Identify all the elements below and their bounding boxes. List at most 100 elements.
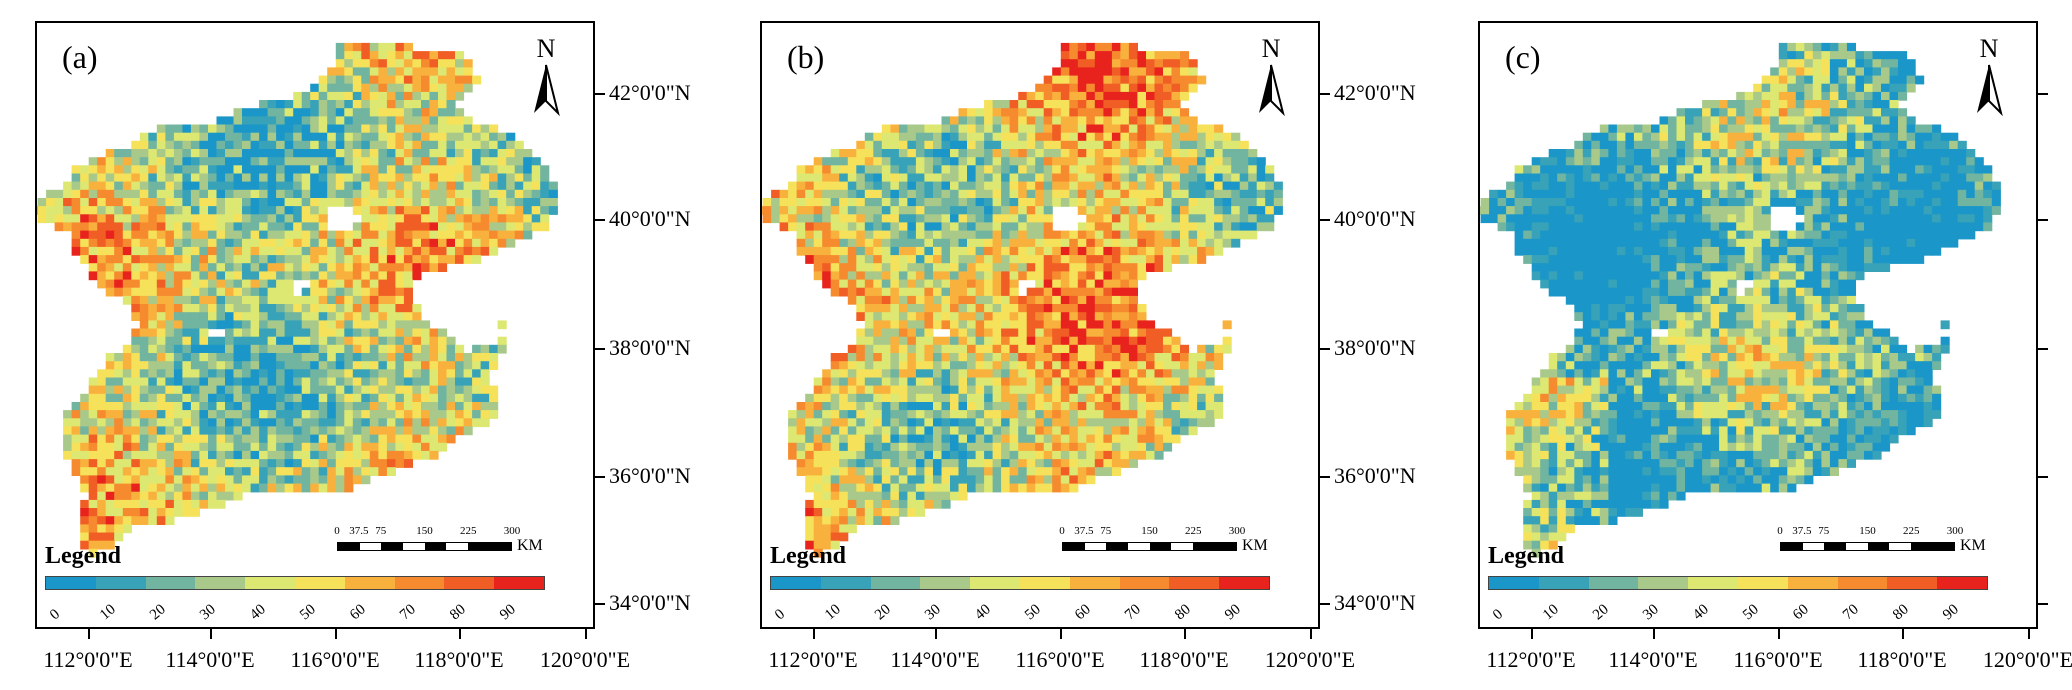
legend-label: 60 [347, 601, 369, 624]
lon-tick [1060, 627, 1062, 639]
scale-tick: 75 [375, 525, 387, 537]
scale-tick: 0 [334, 525, 340, 537]
legend-label: 0 [1490, 606, 1507, 624]
legend-labels: 0 10 20 30 40 50 60 70 80 90 [1488, 593, 1988, 623]
lon-label: 112°0'0"E [43, 647, 133, 672]
lon-label: 112°0'0"E [768, 647, 858, 672]
lon-tick [459, 627, 461, 639]
legend-swatch [820, 577, 871, 589]
lon-tick [585, 627, 587, 639]
scale-bar-graphic [1062, 542, 1237, 551]
legend-label: 20 [147, 601, 169, 624]
legend-swatch [1588, 577, 1639, 589]
legend-swatch [1937, 577, 1987, 589]
lon-label: 112°0'0"E [1486, 647, 1576, 672]
legend-swatch [1887, 577, 1938, 589]
legend-label: 80 [1890, 601, 1912, 624]
legend-title: Legend [45, 543, 122, 569]
lon-tick [813, 627, 815, 639]
legend-swatch [444, 577, 495, 589]
lat-tick [1320, 348, 1330, 350]
legend-swatch [920, 577, 971, 589]
legend-swatch [1638, 577, 1689, 589]
scale-tick: 300 [1228, 525, 1246, 537]
lon-tick [935, 627, 937, 639]
lon-label: 118°0'0"E [1139, 647, 1229, 672]
lat-tick [2038, 476, 2048, 478]
legend-label: 50 [1022, 601, 1044, 624]
legend-swatch [344, 577, 395, 589]
lat-tick [595, 603, 605, 605]
scale-tick: 0 [1059, 525, 1065, 537]
scale-unit: KM [517, 537, 543, 554]
lon-tick [1778, 627, 1780, 639]
scale-tick: 225 [1185, 525, 1202, 537]
scale-bar: 0 37.5 75 150 225 300 KM [1777, 525, 2020, 565]
lon-label: 114°0'0"E [890, 647, 980, 672]
scale-tick: 37.5 [1074, 525, 1094, 537]
legend-label: 70 [1122, 601, 1144, 624]
scale-tick: 150 [416, 525, 433, 537]
scale-tick: 300 [1946, 525, 1964, 537]
north-letter: N [536, 34, 556, 63]
legend-swatch [1019, 577, 1070, 589]
lat-label: 36°0'0"N [1334, 463, 1416, 488]
lat-tick [595, 93, 605, 95]
lon-tick [1902, 627, 1904, 639]
legend-label: 90 [1222, 601, 1244, 624]
legend-swatch [95, 577, 146, 589]
legend-label: 90 [497, 601, 519, 624]
scale-tick: 225 [460, 525, 477, 537]
legend-label: 10 [822, 601, 844, 624]
legend-label: 60 [1790, 601, 1812, 624]
legend-swatch [494, 577, 544, 589]
legend-swatch [245, 577, 295, 589]
legend-color-ramp [1488, 576, 1988, 590]
lon-tick [1310, 627, 1312, 639]
legend-label: 0 [772, 606, 789, 624]
scale-tick: 150 [1141, 525, 1158, 537]
lat-tick [2038, 348, 2048, 350]
legend-label: 70 [397, 601, 419, 624]
lat-label: 38°0'0"N [609, 335, 691, 360]
legend-swatch [1069, 577, 1120, 589]
lat-label: 42°0'0"N [1334, 80, 1416, 105]
lat-tick [2038, 93, 2048, 95]
legend-swatch [1119, 577, 1170, 589]
legend-swatch [1737, 577, 1788, 589]
north-arrow-icon [1259, 64, 1285, 117]
legend-labels: 0 10 20 30 40 50 60 70 80 90 [770, 593, 1270, 623]
legend-swatch [1489, 577, 1539, 589]
legend-swatch [870, 577, 921, 589]
legend-label: 20 [872, 601, 894, 624]
scale-bar-graphic [1780, 542, 1955, 551]
lon-label: 118°0'0"E [414, 647, 504, 672]
legend-swatch [46, 577, 96, 589]
legend-labels: 0 10 20 30 40 50 60 70 80 90 [45, 593, 545, 623]
region-raster [762, 42, 1283, 558]
legend-label: 40 [1690, 601, 1712, 624]
scale-tick: 300 [503, 525, 521, 537]
lat-tick [595, 476, 605, 478]
lat-label: 40°0'0"N [609, 206, 691, 231]
legend-label: 30 [197, 601, 219, 624]
legend-swatch [294, 577, 345, 589]
scale-tick: 225 [1903, 525, 1920, 537]
legend-swatch [1688, 577, 1738, 589]
lat-tick [1320, 476, 1330, 478]
legend-label: 10 [1540, 601, 1562, 624]
legend-title: Legend [1488, 543, 1565, 569]
north-letter: N [1261, 34, 1281, 63]
north-arrow-icon [534, 64, 560, 117]
raster-map [762, 42, 1283, 558]
lat-label: 34°0'0"N [609, 590, 691, 615]
lat-tick [1320, 603, 1330, 605]
lat-tick [1320, 219, 1330, 221]
legend-swatch [195, 577, 246, 589]
legend-label: 20 [1590, 601, 1612, 624]
north-arrow: N [521, 35, 571, 125]
lon-label: 114°0'0"E [1608, 647, 1698, 672]
lon-label: 120°0'0"E [1982, 647, 2072, 672]
legend-label: 50 [297, 601, 319, 624]
legend-label: 50 [1740, 601, 1762, 624]
